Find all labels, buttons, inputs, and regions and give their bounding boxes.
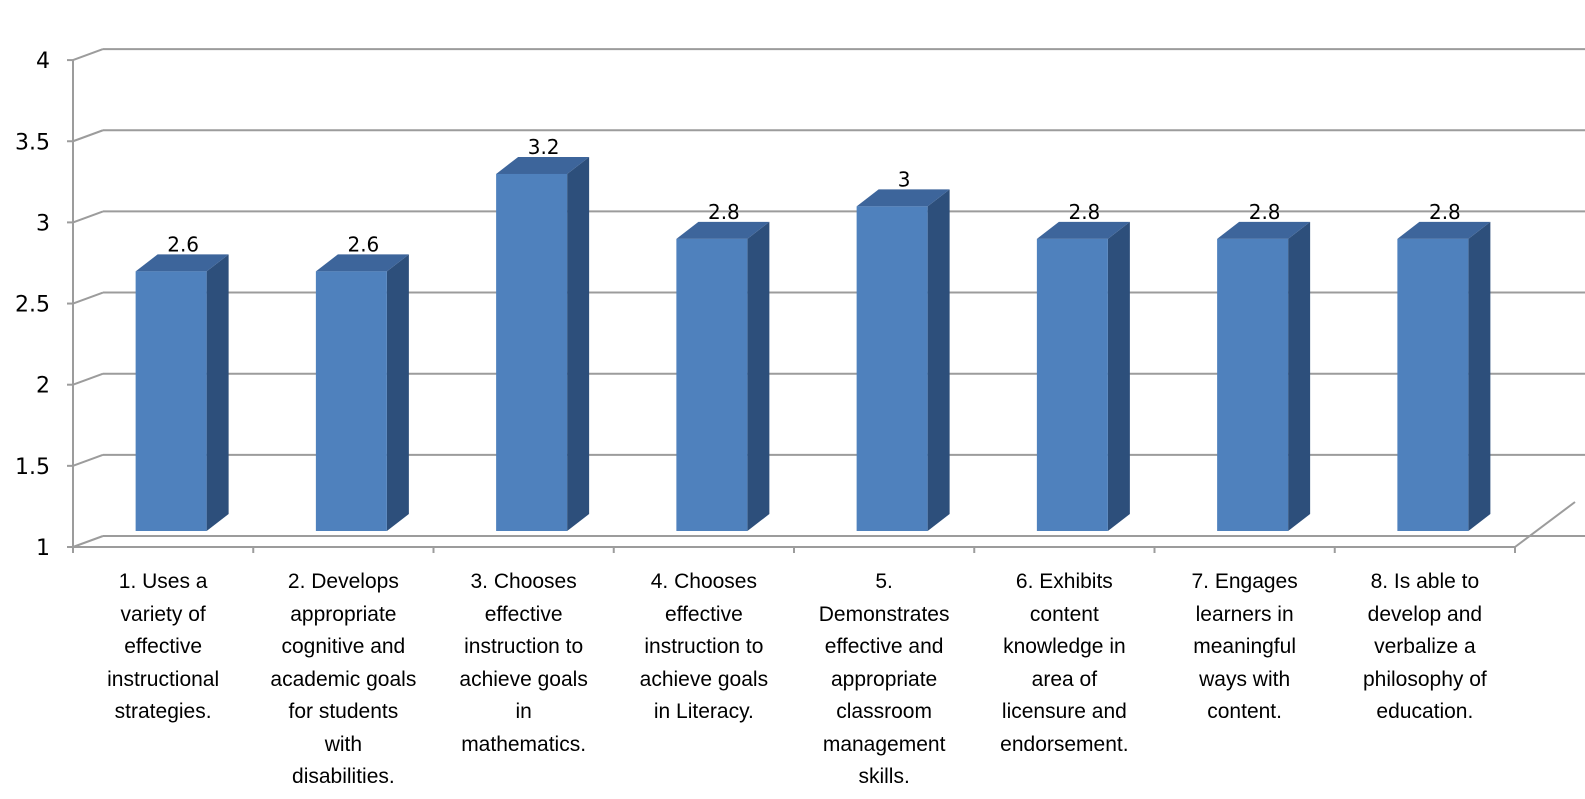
bar — [1217, 221, 1311, 532]
bar-side-face — [1288, 221, 1311, 532]
gridline-diagonal — [72, 129, 104, 143]
bar-top-face — [1217, 221, 1311, 239]
bar-side-face — [1468, 221, 1491, 532]
y-tick-label: 1 — [36, 536, 50, 561]
bar — [315, 254, 409, 531]
y-tick-label: 4 — [36, 49, 50, 74]
bar-side-face — [1107, 221, 1130, 532]
x-tick-label: 2. Develops appropriate cognitive and ac… — [270, 570, 417, 788]
bar — [856, 189, 950, 531]
data-label: 2.8 — [1068, 200, 1100, 224]
bar-front-face — [1397, 238, 1469, 532]
gridline-diagonal — [72, 453, 104, 467]
bar — [1397, 221, 1491, 532]
gridline-diagonal — [72, 48, 104, 62]
bar-front-face — [1036, 238, 1108, 532]
y-tick-label: 3.5 — [15, 130, 50, 155]
gridline-diagonal — [72, 291, 104, 305]
bar — [676, 221, 770, 532]
bar-side-face — [386, 254, 409, 531]
x-tick-label: 8. Is able to develop and verbalize a ph… — [1362, 570, 1487, 723]
chart-data-labels: 2.6 2.6 3.2 2.8 3 2.8 2.8 2.8 — [167, 135, 1461, 256]
data-label: 2.8 — [1249, 200, 1281, 224]
x-tick-label: 3. Chooses effective instruction to achi… — [459, 570, 588, 756]
bar — [1036, 221, 1130, 532]
gridline-diagonal — [72, 535, 104, 548]
bar-front-face — [135, 271, 207, 531]
y-axis-ticks: 1 1.5 2 2.5 3 3.5 4 — [15, 49, 50, 561]
bar-top-face — [1036, 221, 1130, 239]
bar-front-face — [1217, 238, 1289, 532]
y-tick-label: 2.5 — [15, 293, 50, 318]
data-label: 2.6 — [347, 232, 379, 256]
bar-top-face — [856, 189, 950, 207]
x-tick-label: 4. Chooses effective instruction to achi… — [639, 570, 769, 723]
x-tick-label: 7. Engages learners in meaningful ways w… — [1191, 570, 1298, 723]
x-tick-label: 1. Uses a variety of effective instructi… — [107, 570, 220, 723]
bar — [496, 156, 590, 531]
bar-front-face — [315, 271, 387, 531]
bar-side-face — [927, 189, 950, 531]
bar — [135, 254, 229, 531]
gridline-diagonal — [72, 210, 104, 224]
y-tick-label: 1.5 — [15, 455, 50, 480]
y-tick-label: 2 — [36, 374, 50, 399]
data-label: 3.2 — [528, 135, 560, 159]
bar-side-face — [747, 221, 770, 532]
chart-bars — [135, 156, 1491, 532]
bar-top-face — [496, 156, 590, 174]
data-label: 2.6 — [167, 232, 199, 256]
chart-grid — [67, 48, 1585, 553]
bar-top-face — [676, 221, 770, 239]
bar-side-face — [567, 156, 590, 531]
gridline-diagonal — [72, 372, 104, 386]
x-tick-label: 5. Demonstrates effective and appropriat… — [818, 570, 950, 788]
data-label: 2.8 — [1429, 200, 1461, 224]
bar-front-face — [856, 206, 928, 531]
bar-top-face — [315, 254, 409, 272]
y-tick-label: 3 — [36, 211, 50, 236]
bar-side-face — [206, 254, 229, 531]
bar-front-face — [496, 173, 568, 531]
data-label: 3 — [898, 167, 911, 191]
x-tick-label: 6. Exhibits content knowledge in area of… — [1000, 570, 1129, 756]
data-label: 2.8 — [708, 200, 740, 224]
bar-top-face — [1397, 221, 1491, 239]
bar-top-face — [135, 254, 229, 272]
floor-right-edge — [1514, 501, 1576, 548]
bar-front-face — [676, 238, 748, 532]
